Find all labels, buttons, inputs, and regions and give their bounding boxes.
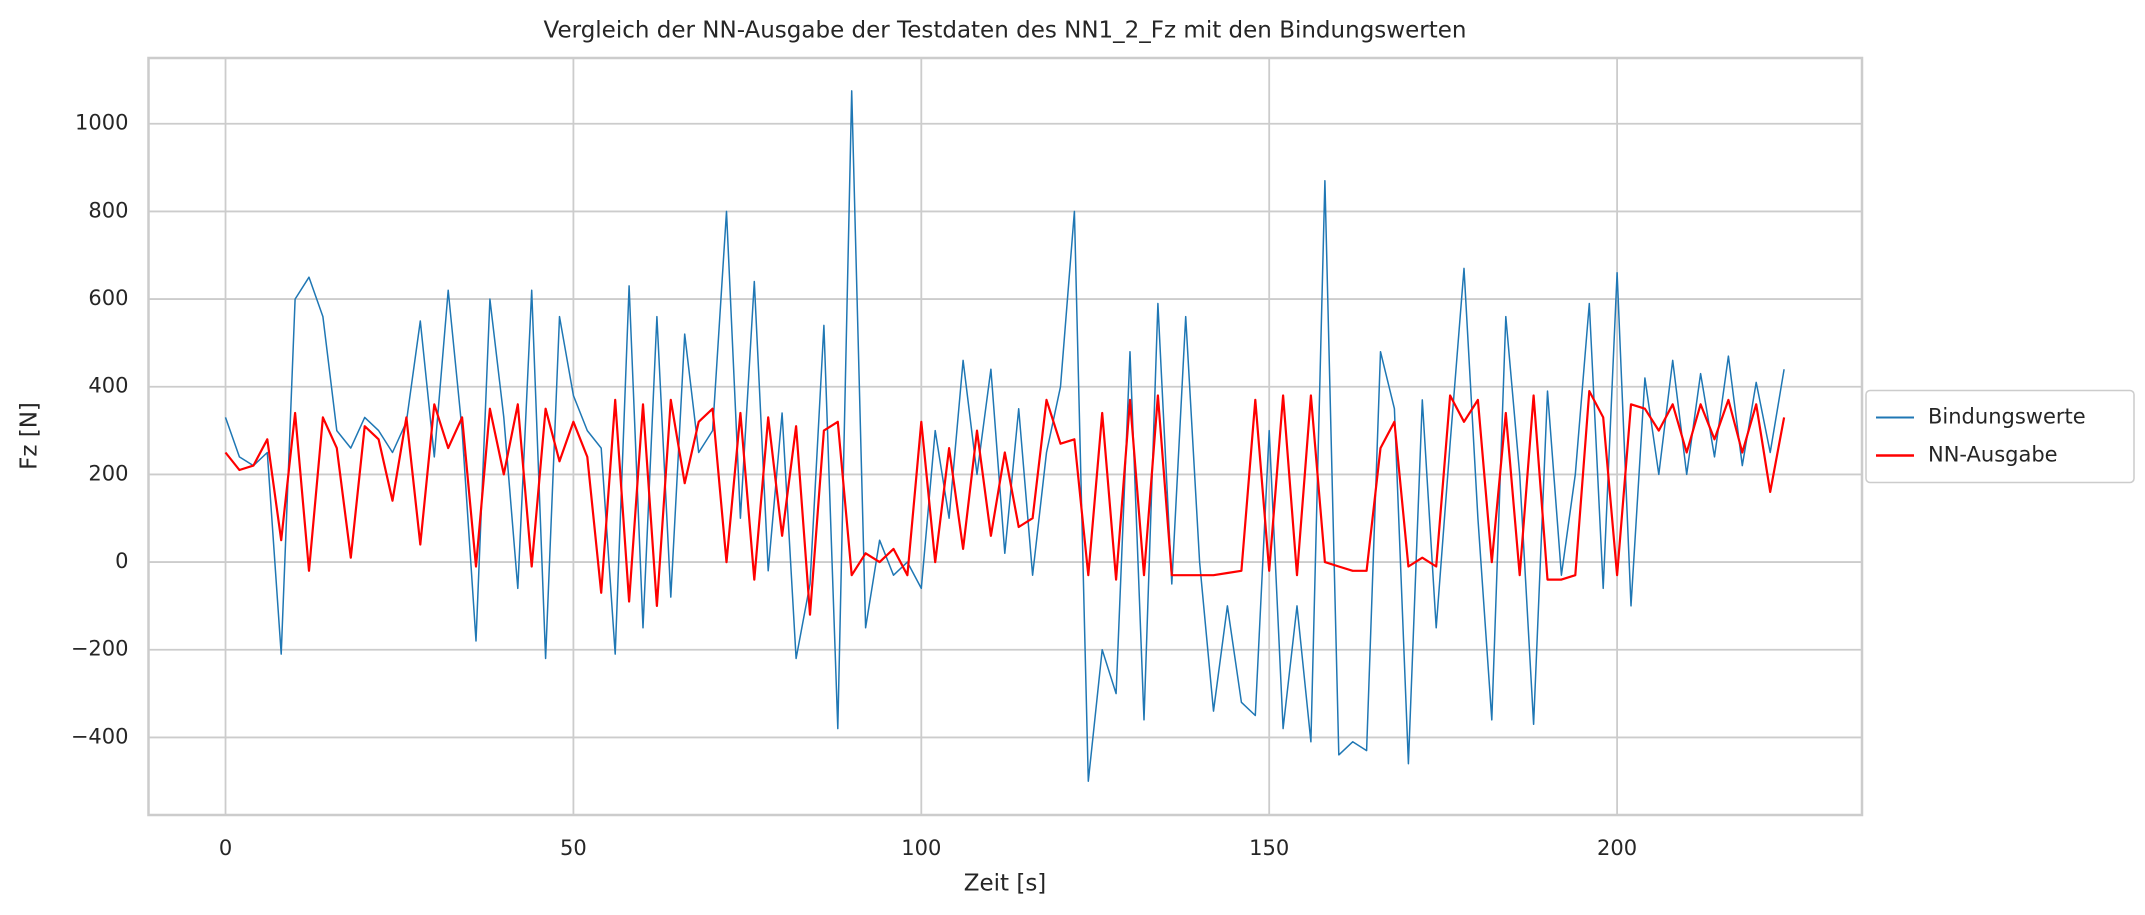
x-tick-label: 100 [901, 836, 941, 860]
legend-label: NN-Ausgabe [1928, 443, 2058, 467]
y-tick-label: −400 [71, 724, 129, 748]
y-tick-label: −200 [71, 637, 129, 661]
y-tick-label: 0 [115, 549, 128, 573]
x-tick-label: 0 [219, 836, 232, 860]
x-tick-label: 150 [1249, 836, 1289, 860]
y-tick-label: 1000 [75, 111, 128, 135]
chart-title: Vergleich der NN-Ausgabe der Testdaten d… [544, 18, 1467, 44]
y-tick-label: 600 [88, 286, 128, 310]
y-tick-label: 200 [88, 461, 128, 485]
legend-frame [1865, 389, 2135, 484]
plot-frame [147, 56, 1864, 817]
y-tick-label: 800 [88, 198, 128, 222]
x-axis-label: Zeit [s] [964, 871, 1047, 897]
y-tick-label: 400 [88, 374, 128, 398]
x-tick-label: 50 [560, 836, 587, 860]
data-line [224, 90, 1785, 782]
legend: Bindungswerte NN-Ausgabe [1865, 389, 2135, 484]
x-tick-label: 200 [1597, 836, 1637, 860]
data-line [224, 390, 1786, 616]
legend-label: Bindungswerte [1928, 405, 2086, 429]
y-axis-label: Fz [N] [17, 402, 43, 470]
